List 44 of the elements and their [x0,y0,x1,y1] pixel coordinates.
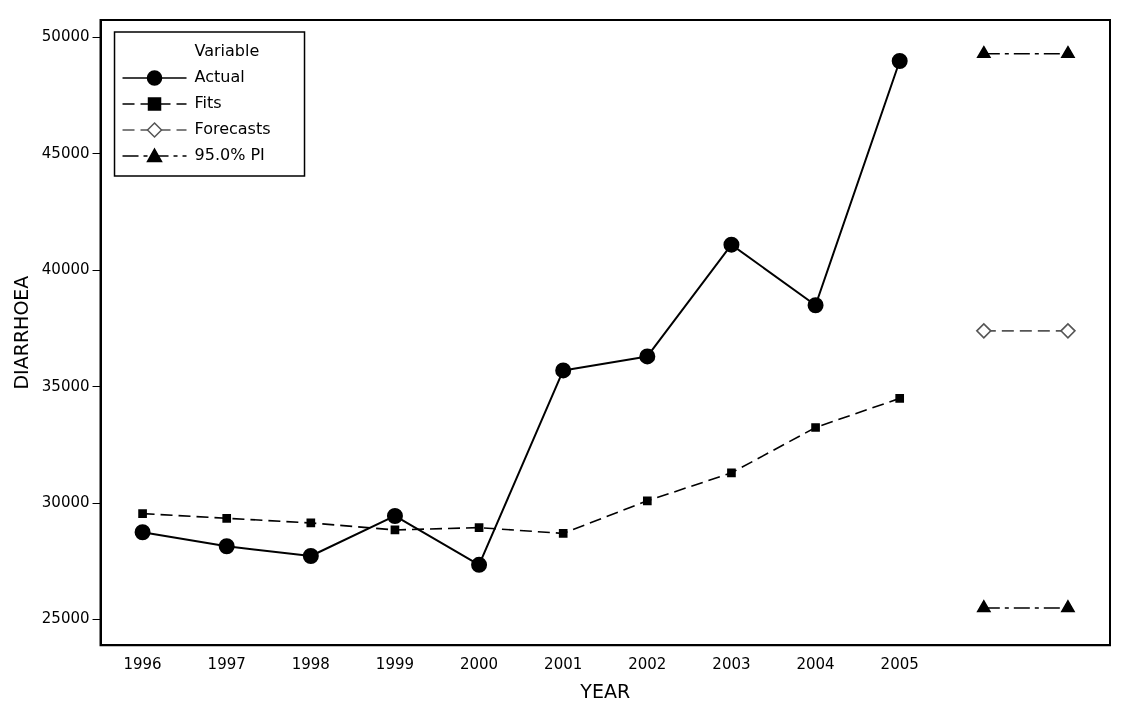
point [895,394,905,403]
point [134,524,151,541]
point [306,518,316,528]
x-tick-label: 1999 [375,655,415,674]
point [811,423,820,432]
y-tick-label: 25000 [41,609,90,628]
point [218,538,235,555]
x-tick-label: 2000 [459,655,499,674]
legend-label: Actual [194,67,245,87]
point [891,52,908,69]
point [471,556,488,573]
point [386,507,403,524]
legend-label: Fits [194,93,222,113]
point [474,523,484,532]
x-tick-label: 2003 [712,655,751,674]
point [558,529,568,538]
x-tick-label: 2001 [544,655,583,674]
legend-label: Forecasts [194,119,271,139]
x-tick-label: 2004 [796,655,835,674]
point [639,348,656,365]
point [555,362,572,379]
point [727,468,736,478]
y-axis-title: DIARRHOEA [10,275,33,390]
x-tick-label: 1997 [207,655,246,674]
point [302,548,319,565]
point [723,236,740,253]
point [222,513,232,523]
point [642,496,652,506]
legend-label: 95.0% PI [194,145,265,165]
y-tick-label: 30000 [41,493,90,512]
point [976,323,992,339]
x-tick-label: 2005 [880,655,919,674]
point [1060,323,1076,339]
x-tick-label: 1996 [123,655,162,674]
y-tick-label: 50000 [41,27,90,46]
point [807,297,824,314]
x-tick-label: 1998 [291,655,330,674]
point [138,509,147,518]
y-tick-label: 40000 [41,260,90,279]
y-tick-label: 45000 [41,143,90,162]
x-tick-label: 2002 [628,655,667,674]
y-tick-label: 35000 [41,376,90,395]
legend-title: Variable [194,41,260,61]
x-axis-title: YEAR [579,679,631,702]
